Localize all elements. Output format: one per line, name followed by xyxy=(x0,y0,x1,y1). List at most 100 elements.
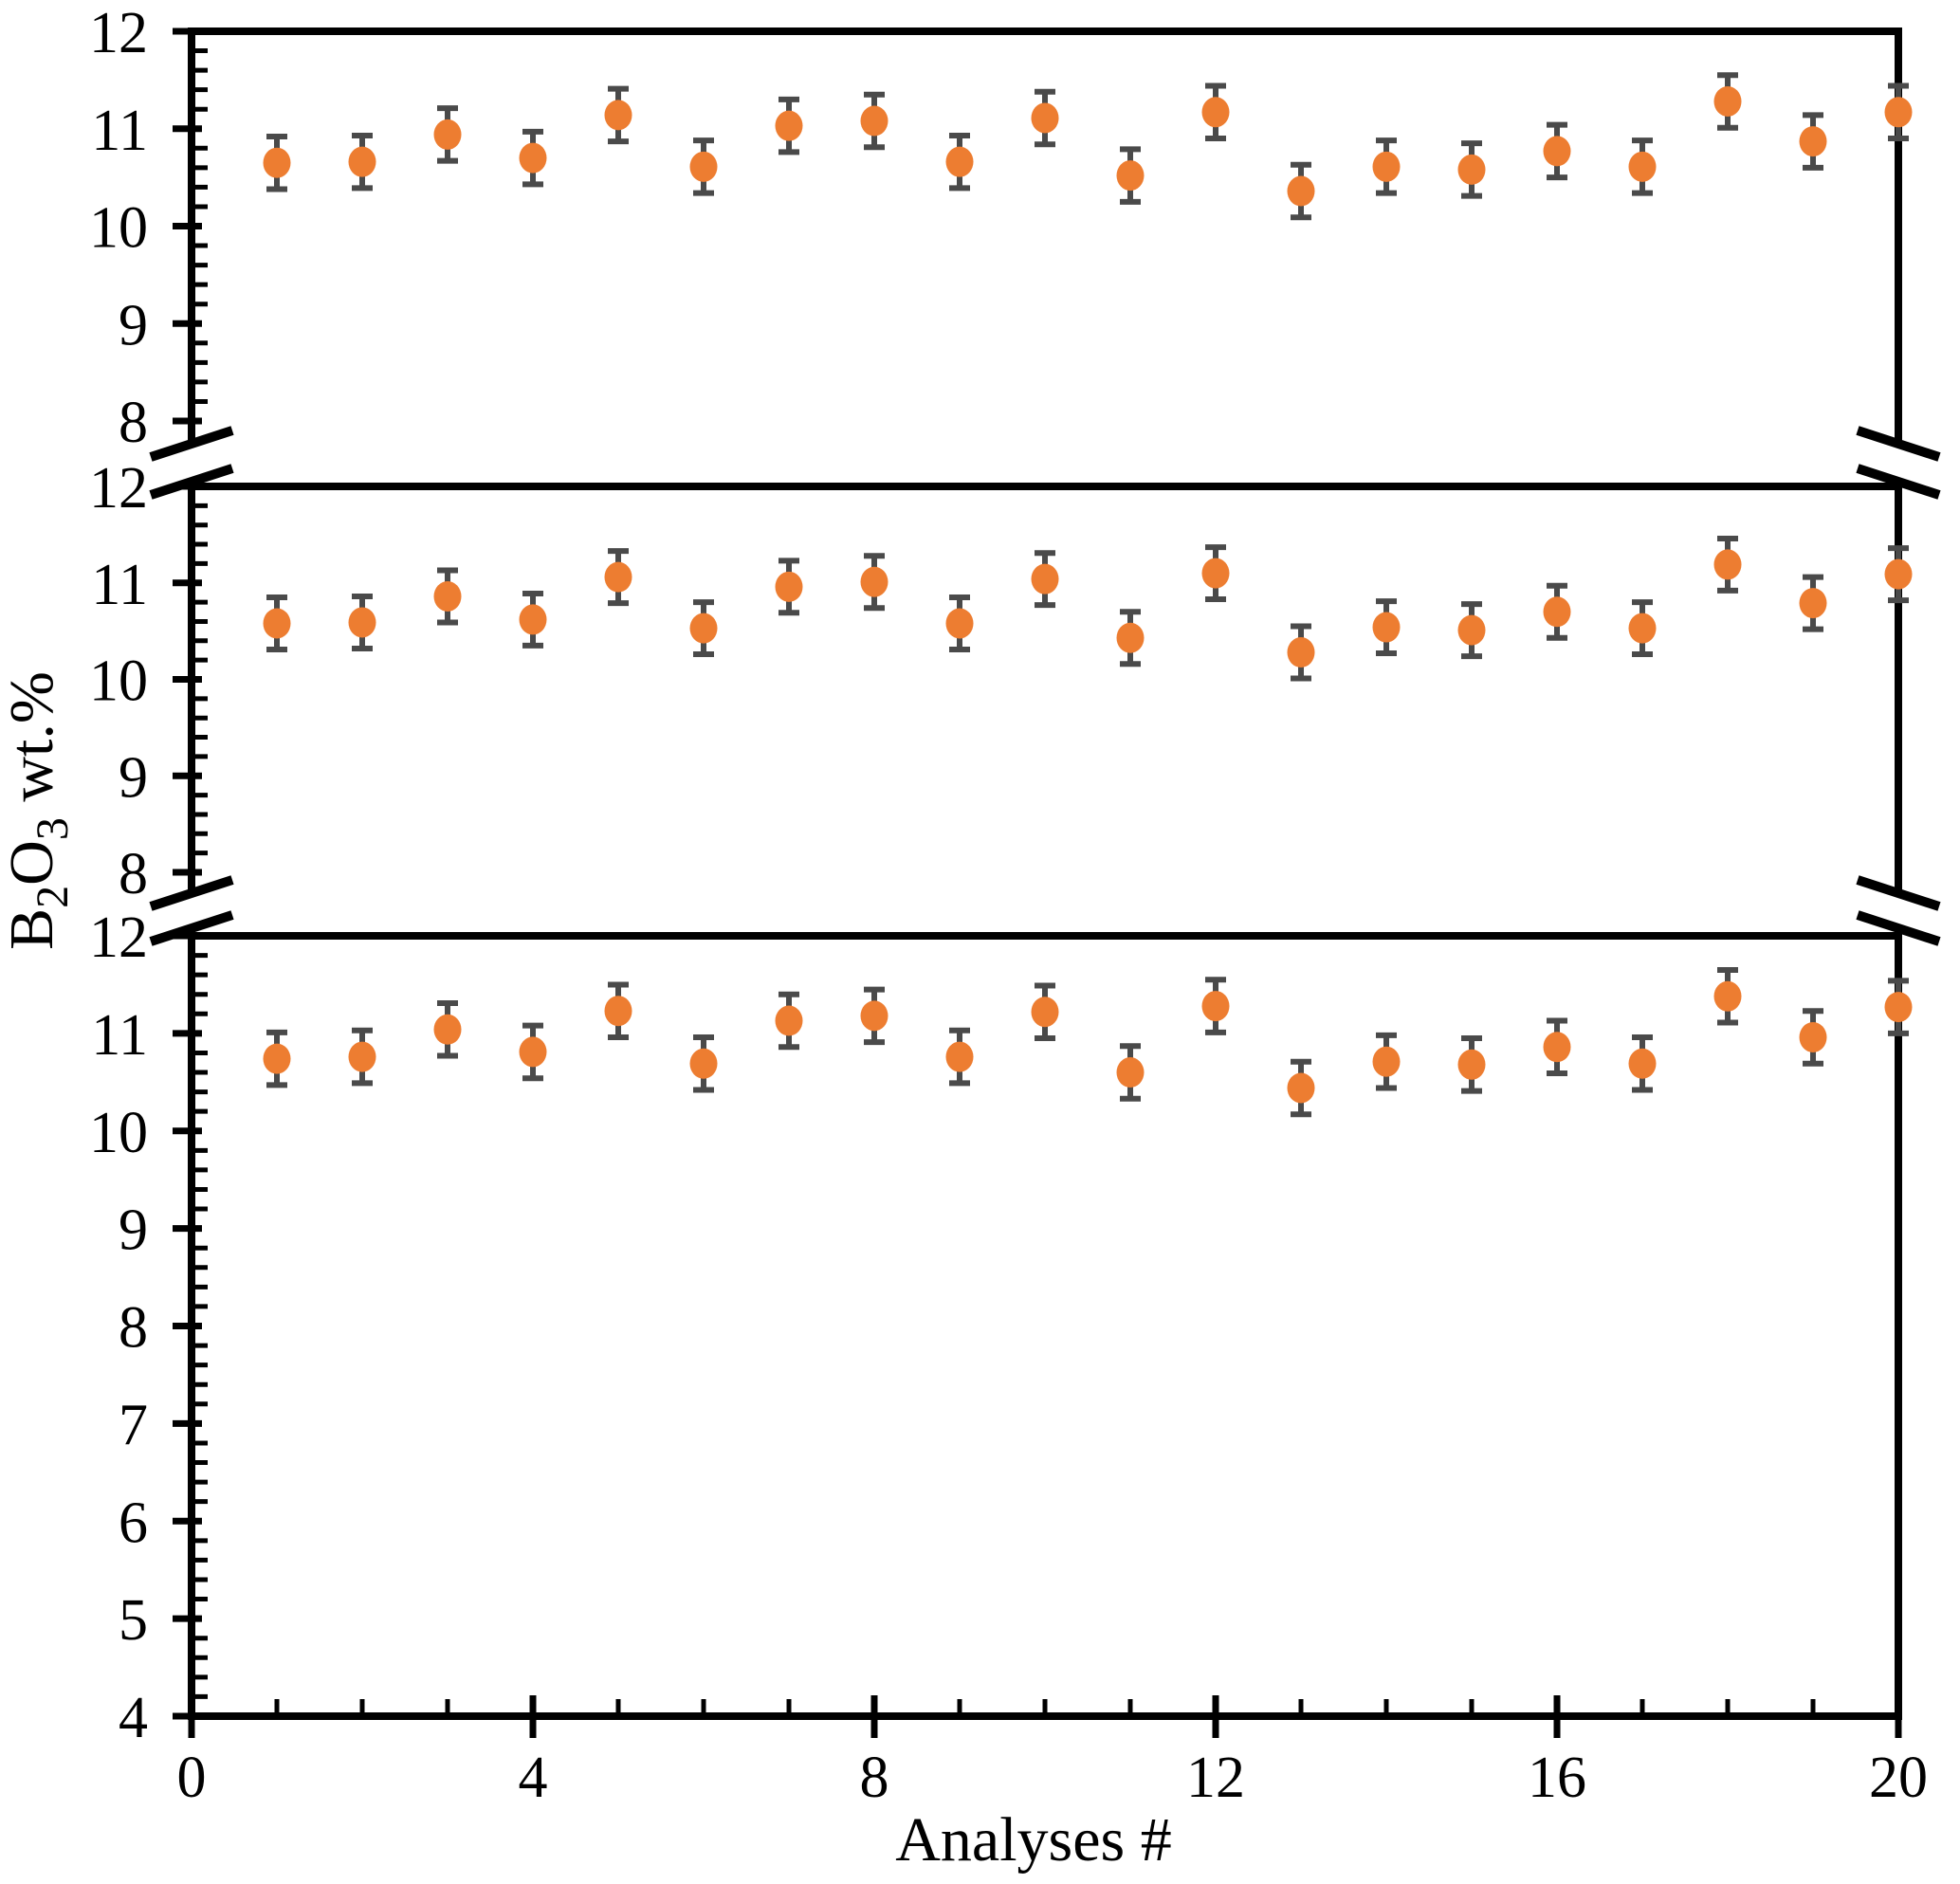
panel-middle: 12 11 10 9 8 xyxy=(89,456,1913,906)
axis-break-slash-right xyxy=(1856,875,1941,911)
data-point xyxy=(1799,588,1827,619)
data-point xyxy=(1372,612,1401,643)
data-point xyxy=(945,608,974,639)
data-point xyxy=(775,110,803,141)
data-point xyxy=(1799,126,1827,157)
data-point xyxy=(604,100,632,131)
data-point xyxy=(519,604,547,635)
data-point xyxy=(1116,622,1145,653)
data-point xyxy=(263,608,291,639)
data-point xyxy=(1031,997,1059,1028)
y-tick-label: 7 xyxy=(119,1393,148,1457)
y-tick-label: 9 xyxy=(119,1198,148,1263)
data-point xyxy=(1713,85,1742,117)
data-point xyxy=(263,1043,291,1074)
y-tick-label: 11 xyxy=(91,1003,148,1068)
data-point xyxy=(348,607,376,638)
y-tick-label: 5 xyxy=(119,1588,148,1653)
y-tick-label: 8 xyxy=(119,391,148,455)
y-axis-title: B2O3 wt.% xyxy=(0,671,78,950)
axis-break-slash-right xyxy=(1856,464,1941,500)
data-point xyxy=(433,580,462,612)
data-point xyxy=(1628,613,1657,644)
data-point xyxy=(1457,154,1486,185)
y-tick-label: 11 xyxy=(91,99,148,163)
data-point xyxy=(604,561,632,593)
y-tick-label: 9 xyxy=(119,293,148,357)
data-point xyxy=(519,142,547,174)
data-point xyxy=(1628,151,1657,182)
y-tick-label: 10 xyxy=(89,1101,148,1165)
data-point xyxy=(1799,1021,1827,1052)
data-point xyxy=(1713,549,1742,580)
data-point xyxy=(860,1000,888,1032)
x-tick-label: 16 xyxy=(1528,1746,1586,1810)
data-point xyxy=(689,613,718,644)
x-tick-label: 20 xyxy=(1869,1746,1928,1810)
data-point xyxy=(860,566,888,597)
data-point xyxy=(348,1041,376,1072)
data-point xyxy=(1884,992,1913,1023)
data-point xyxy=(1884,97,1913,128)
y-tick-label: 8 xyxy=(119,842,148,906)
axis-breaks xyxy=(149,426,1941,946)
y-tick-label: 12 xyxy=(89,905,148,970)
y-tick-label: 8 xyxy=(119,1296,148,1361)
data-point xyxy=(1543,136,1571,167)
data-point xyxy=(860,105,888,137)
data-point xyxy=(1201,991,1230,1022)
data-point xyxy=(1201,558,1230,589)
data-point xyxy=(348,146,376,177)
axis-break-slash-right xyxy=(1856,426,1941,462)
data-point xyxy=(1031,563,1059,594)
data-point xyxy=(1287,175,1315,207)
data-point xyxy=(1287,1072,1315,1104)
data-point xyxy=(1372,1046,1401,1077)
x-tick-label: 4 xyxy=(519,1746,548,1810)
y-tick-label: 9 xyxy=(119,745,148,810)
data-point xyxy=(945,146,974,177)
data-point xyxy=(433,1014,462,1045)
data-point xyxy=(604,996,632,1027)
axis-break-slash-left xyxy=(149,910,234,946)
data-point xyxy=(1287,637,1315,668)
y-tick-label: 11 xyxy=(91,553,148,617)
x-tick-label: 0 xyxy=(177,1746,207,1810)
data-point xyxy=(1031,102,1059,134)
data-point xyxy=(1543,596,1571,628)
axis-break-slash-left xyxy=(149,426,234,462)
axis-break-slash-right xyxy=(1856,910,1941,946)
data-point xyxy=(1457,614,1486,646)
axis-break-slash-left xyxy=(149,875,234,911)
x-axis-title: Analyses # xyxy=(895,1805,1171,1875)
data-point xyxy=(689,1048,718,1079)
panel-top: 12 11 10 9 8 xyxy=(89,1,1913,455)
data-point xyxy=(1201,97,1230,128)
data-point xyxy=(519,1036,547,1068)
axis-break-slash-left xyxy=(149,464,234,500)
data-point xyxy=(689,151,718,182)
data-point xyxy=(1713,980,1742,1012)
y-tick-label: 6 xyxy=(119,1491,148,1555)
x-tick-label: 8 xyxy=(860,1746,889,1810)
data-point xyxy=(945,1041,974,1072)
data-point xyxy=(263,147,291,178)
data-point xyxy=(775,571,803,602)
y-tick-label: 12 xyxy=(89,456,148,521)
x-tick-label: 12 xyxy=(1186,1746,1245,1810)
data-point xyxy=(1628,1048,1657,1079)
y-tick-label: 10 xyxy=(89,196,148,261)
data-point xyxy=(1884,558,1913,590)
data-point xyxy=(775,1005,803,1036)
data-point xyxy=(1116,1057,1145,1088)
y-tick-label: 4 xyxy=(119,1686,148,1750)
data-point xyxy=(1457,1049,1486,1080)
data-point xyxy=(433,119,462,150)
data-point xyxy=(1543,1032,1571,1063)
data-point xyxy=(1116,160,1145,192)
y-tick-label: 10 xyxy=(89,649,148,714)
data-point xyxy=(1372,151,1401,182)
